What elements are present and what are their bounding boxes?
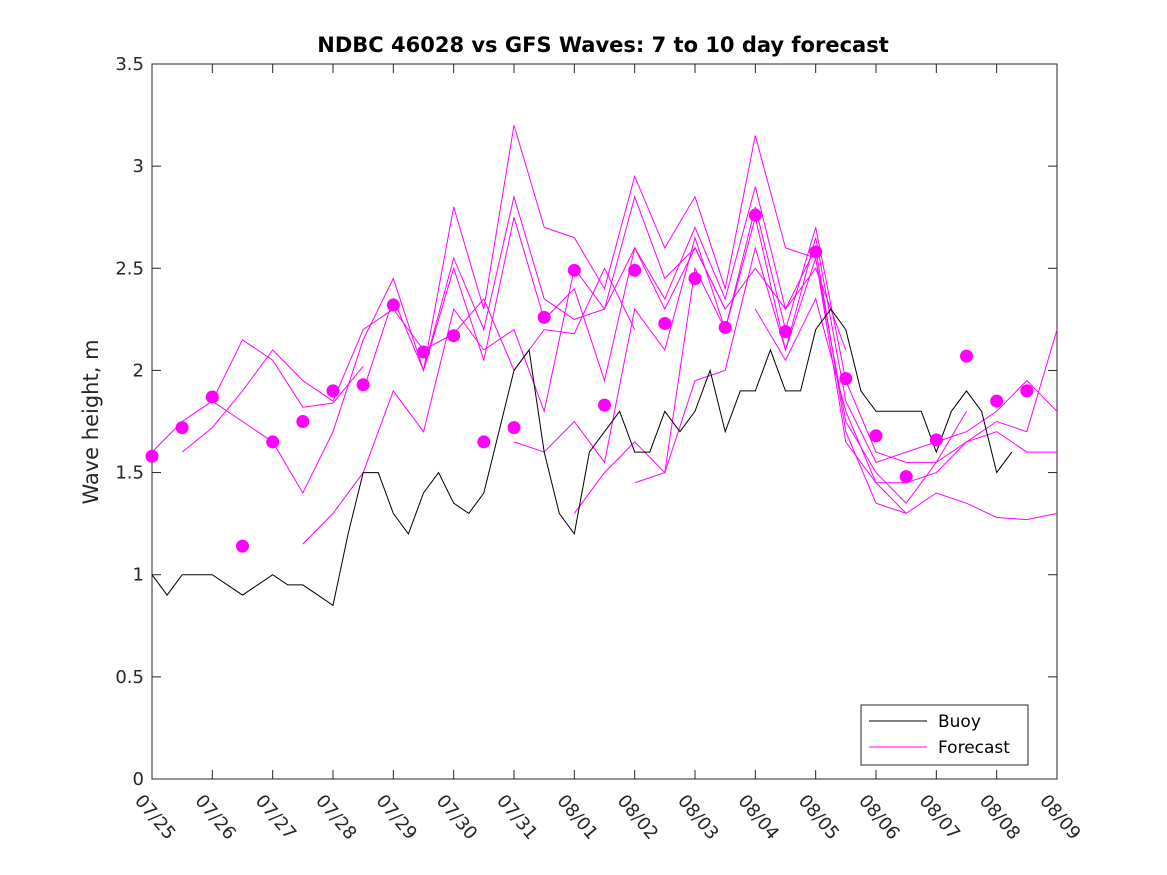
forecast-run-line (212, 194, 726, 495)
forecast-point (507, 421, 521, 435)
buoy-line (151, 308, 1013, 607)
forecast-point (356, 378, 370, 392)
y-tick-label: 3.5 (115, 54, 144, 75)
y-tick-label: 0 (133, 769, 144, 790)
forecast-point (477, 435, 491, 449)
forecast-point (688, 272, 702, 285)
legend-forecast-label: Forecast (938, 738, 1010, 758)
forecast-point (537, 310, 551, 324)
forecast-point (236, 539, 249, 553)
forecast-point (839, 372, 853, 386)
forecast-point (869, 429, 883, 443)
y-tick-label: 1 (133, 565, 144, 586)
forecast-point (175, 421, 189, 435)
forecast-point (417, 345, 430, 359)
forecast-point (266, 435, 280, 449)
forecast-point (899, 470, 913, 484)
forecast-run-line (151, 339, 364, 453)
forecast-point (205, 390, 219, 404)
forecast-run-line (754, 297, 1058, 521)
forecast-point (598, 398, 611, 412)
y-axis-label: Wave height, m (79, 339, 103, 504)
legend-box (860, 704, 1029, 766)
forecast-run-line (423, 125, 967, 504)
y-tick-label: 0.5 (115, 667, 144, 688)
forecast-point (779, 325, 792, 339)
forecast-point (718, 321, 732, 335)
y-tick-label: 2.5 (115, 258, 144, 279)
forecast-point (296, 415, 310, 428)
forecast-point (990, 394, 1004, 408)
forecast-point (567, 263, 581, 277)
forecast-run-line (573, 217, 1058, 514)
forecast-point (809, 245, 823, 259)
forecast-point (447, 329, 461, 343)
y-tick-label: 3 (133, 156, 144, 177)
forecast-point (960, 349, 973, 363)
forecast-point (386, 298, 400, 312)
forecast-point (658, 316, 672, 330)
forecast-run-line (181, 267, 636, 453)
legend-buoy-label: Buoy (938, 712, 981, 732)
forecast-point (628, 263, 642, 277)
forecast-point (929, 433, 943, 447)
y-tick-label: 1.5 (115, 463, 144, 484)
chart-title: NDBC 46028 vs GFS Waves: 7 to 10 day for… (317, 33, 888, 57)
plot-frame (151, 63, 1058, 780)
forecast-point (1020, 384, 1034, 398)
y-tick-label: 2 (133, 360, 144, 381)
forecast-point (748, 208, 762, 222)
forecast-point (145, 449, 159, 463)
forecast-point (326, 384, 340, 398)
forecast-run-line (634, 245, 1057, 484)
